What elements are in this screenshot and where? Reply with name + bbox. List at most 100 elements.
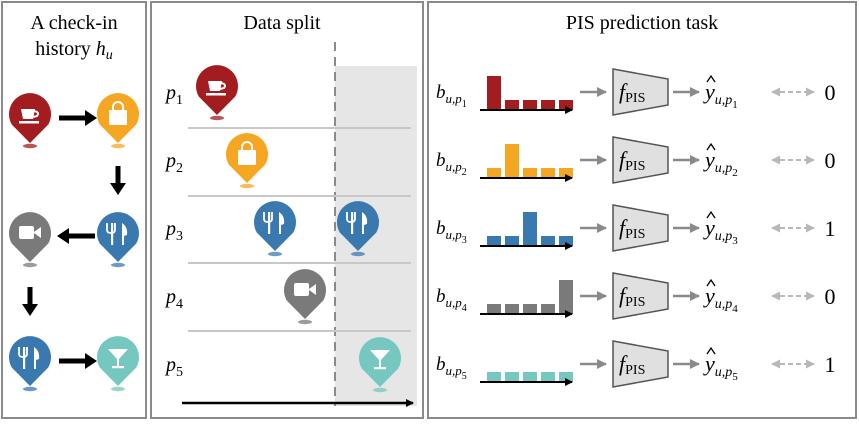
dynamic-layer: p1 bu,p1 fPIS yu,p1 0 p2 bu,p2 fPIS yu,p2 0 p3 bu,p… [9, 65, 836, 393]
split-row-label-5: p5 [164, 354, 183, 380]
histogram-5 [480, 372, 573, 386]
histogram-bar [559, 100, 573, 110]
shopping-bag-icon [109, 101, 127, 125]
history-pin-1 [9, 93, 51, 149]
task-panel [427, 1, 857, 419]
input-label-3: bu,p3 [436, 218, 467, 246]
pis-model-3: fPIS [612, 204, 669, 252]
split-pin-5 [359, 337, 401, 393]
split-row-label-1: p1 [164, 82, 183, 108]
row-dividers [188, 127, 411, 332]
split-pin-1 [196, 65, 239, 121]
histogram-bar [487, 304, 501, 314]
histogram-bar [541, 372, 555, 382]
prediction-5: yu,p5 [703, 346, 738, 383]
histogram-3 [480, 212, 573, 250]
histogram-bar [559, 372, 573, 382]
svg-text:fPIS: fPIS [619, 351, 645, 378]
target-label-2: 0 [825, 148, 836, 173]
cocktail-glass-icon [108, 349, 128, 369]
cafe-cup-icon [19, 109, 39, 124]
histogram-bar [523, 372, 537, 382]
histogram-bar [541, 304, 555, 314]
target-label-1: 0 [825, 80, 836, 105]
histogram-4 [480, 280, 573, 318]
split-panel [150, 1, 424, 419]
split-row-label-2: p2 [164, 150, 183, 176]
history-pin-4 [97, 212, 140, 268]
histogram-bar [505, 304, 519, 314]
split-row-label-3: p3 [164, 218, 183, 244]
history-arrows [22, 110, 126, 369]
histogram-bar [505, 372, 519, 382]
histogram-2 [480, 144, 573, 182]
histogram-bar [523, 212, 537, 246]
target-label-3: 1 [825, 216, 836, 241]
histogram-bar [487, 168, 501, 178]
svg-text:yu,p5: yu,p5 [703, 351, 738, 383]
histogram-bar [523, 100, 537, 110]
svg-text:yu,p4: yu,p4 [703, 283, 738, 315]
fork-knife-icon [18, 347, 40, 369]
svg-text:yu,p1: yu,p1 [703, 79, 738, 111]
histogram-bar [523, 304, 537, 314]
video-camera-icon [294, 283, 316, 296]
svg-text:fPIS: fPIS [619, 79, 645, 106]
input-label-4: bu,p4 [436, 286, 467, 314]
split-pin-3 [254, 201, 296, 257]
histogram-1 [480, 76, 573, 114]
history-pin-6 [97, 336, 140, 392]
pis-model-5: fPIS [612, 340, 669, 388]
histogram-bar [559, 168, 573, 178]
prediction-2: yu,p2 [703, 142, 738, 179]
prediction-1: yu,p1 [703, 74, 738, 111]
input-label-1: bu,p1 [436, 82, 467, 110]
video-camera-icon [19, 226, 41, 239]
shopping-bag-icon [238, 141, 256, 165]
cafe-cup-icon [206, 81, 226, 96]
split-pin-3-test [337, 201, 379, 257]
histogram-bar [523, 168, 537, 178]
cocktail-glass-icon [370, 350, 390, 370]
svg-text:fPIS: fPIS [619, 215, 645, 242]
history-panel [1, 1, 147, 419]
svg-text:fPIS: fPIS [619, 283, 645, 310]
histogram-bar [505, 100, 519, 110]
history-pin-5 [9, 336, 51, 392]
target-label-4: 0 [825, 284, 836, 309]
target-label-5: 1 [825, 352, 836, 377]
histogram-bar [487, 236, 501, 246]
prediction-4: yu,p4 [703, 278, 738, 315]
histogram-bar [541, 100, 555, 110]
histogram-bar [559, 236, 573, 246]
split-pin-2 [226, 133, 268, 189]
history-title-line2: history hu [35, 38, 113, 63]
input-label-5: bu,p5 [436, 354, 467, 382]
pis-model-4: fPIS [612, 272, 669, 320]
prediction-3: yu,p3 [703, 210, 738, 247]
pis-model-1: fPIS [612, 68, 669, 116]
split-pin-4 [284, 269, 327, 325]
history-title-line1: A check-in [30, 12, 117, 34]
histogram-bar [505, 144, 519, 178]
histogram-bar [505, 236, 519, 246]
histogram-bar [541, 168, 555, 178]
history-pin-3 [9, 212, 51, 268]
pis-model-2: fPIS [612, 136, 669, 184]
history-pin-2 [97, 93, 140, 149]
fork-knife-icon [106, 223, 128, 245]
svg-text:yu,p3: yu,p3 [703, 215, 738, 247]
task-title: PIS prediction task [566, 12, 718, 34]
histogram-bar [541, 236, 555, 246]
input-label-2: bu,p2 [436, 150, 467, 178]
svg-text:fPIS: fPIS [619, 147, 645, 174]
split-title: Data split [243, 12, 321, 34]
fork-knife-icon [263, 212, 285, 234]
svg-text:yu,p2: yu,p2 [703, 147, 738, 179]
histogram-bar [487, 76, 501, 110]
histogram-bar [559, 280, 573, 314]
split-row-label-4: p4 [164, 286, 183, 312]
histogram-bar [487, 372, 501, 382]
fork-knife-icon [346, 212, 368, 234]
